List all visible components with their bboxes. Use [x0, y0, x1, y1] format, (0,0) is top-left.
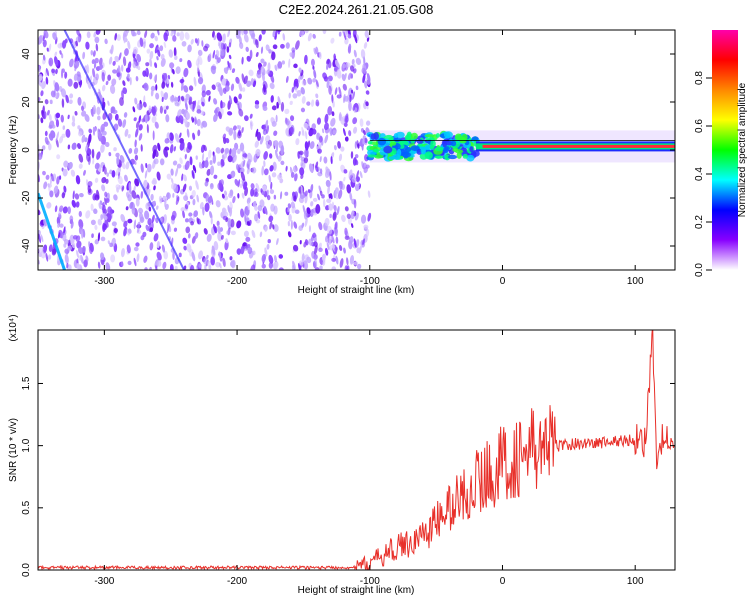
signal-band	[366, 130, 675, 163]
colorbar-tick: 0.0	[694, 263, 712, 277]
x-tick: -300	[94, 330, 115, 587]
colorbar: 0.0 0.2 0.4 0.6 0.8 Normalized spectral ampl…	[694, 30, 748, 277]
y-tick-label: -20	[21, 190, 32, 205]
y-tick: 1.5	[21, 376, 675, 390]
y-tick-label: 40	[21, 48, 32, 60]
y-tick: 40	[21, 48, 675, 60]
spectrogram-heatmap	[38, 30, 675, 270]
y-tick: -20	[21, 190, 675, 205]
colorbar-gradient	[712, 30, 738, 270]
y-tick: 0	[21, 147, 675, 153]
y-tick: 20	[21, 96, 675, 108]
x-tick-label: 0	[500, 576, 506, 587]
colorbar-tick-label: 0.0	[694, 263, 705, 277]
x-tick-label: -300	[94, 276, 114, 287]
spectrogram-y-axis-label: Frequency (Hz)	[8, 116, 19, 185]
spectrogram-y-ticks: -40 -20 0 20 40	[21, 48, 675, 253]
y-tick: 1.0	[21, 438, 675, 453]
noise-speckles	[38, 30, 372, 270]
spectrogram-x-axis-label: Height of straight line (km)	[298, 285, 415, 296]
colorbar-tick-label: 0.8	[694, 71, 705, 85]
colorbar-tick: 0.6	[694, 119, 712, 133]
snr-x-ticks: -300 -200 -100 0 100	[94, 330, 644, 587]
y-tick-label: -40	[21, 238, 32, 253]
y-tick: 0.0	[21, 563, 675, 577]
colorbar-tick-label: 0.4	[694, 167, 705, 181]
y-tick-label: 1.0	[21, 438, 32, 452]
diagonal-streaks	[38, 30, 185, 270]
x-tick-label: 0	[500, 276, 506, 287]
x-tick: 100	[627, 30, 644, 287]
x-tick-label: -100	[360, 576, 380, 587]
snr-plot-area	[38, 330, 675, 570]
colorbar-label: Normalized spectral amplitude	[737, 82, 748, 217]
y-tick-label: 0.0	[21, 563, 32, 577]
y-tick-label: 1.5	[21, 376, 32, 390]
x-tick-label: -300	[94, 576, 114, 587]
y-tick-label: 0.5	[21, 500, 32, 514]
x-tick-label: -100	[360, 276, 380, 287]
x-tick: 0	[500, 30, 506, 287]
colorbar-tick: 0.4	[694, 167, 712, 181]
snr-series-line	[38, 330, 675, 570]
x-tick-label: -200	[227, 276, 247, 287]
snr-y-ticks: 0.0 0.5 1.0 1.5	[21, 376, 675, 577]
snr-x-axis-label: Height of straight line (km)	[298, 585, 415, 596]
x-tick-label: -200	[227, 576, 247, 587]
colorbar-tick: 0.2	[694, 215, 712, 229]
snr-y-multiplier: (x10⁴)	[8, 314, 19, 341]
x-tick: -100	[360, 330, 380, 587]
y-tick-label: 0	[21, 147, 32, 153]
x-tick: -200	[227, 30, 248, 287]
y-tick: -40	[21, 238, 675, 253]
y-tick-label: 20	[21, 96, 32, 108]
snr-frame	[37, 329, 676, 571]
x-tick: -200	[227, 330, 248, 587]
x-tick: 0	[500, 330, 506, 587]
x-tick-label: 100	[627, 276, 644, 287]
spectrogram-x-ticks: -300 -200 -100 0 100	[94, 30, 644, 287]
snr-panel: -300 -200 -100 0 100 0.0 0.5 1.0 1.5 Height of …	[8, 314, 676, 596]
colorbar-tick-label: 0.6	[694, 119, 705, 133]
y-tick: 0.5	[21, 500, 675, 515]
x-tick: -300	[94, 30, 115, 287]
x-tick-label: 100	[627, 576, 644, 587]
colorbar-tick: 0.8	[694, 71, 712, 85]
colorbar-tick-label: 0.2	[694, 215, 705, 229]
x-tick: 100	[627, 330, 644, 587]
x-tick: -100	[360, 30, 380, 287]
colorbar-ticks: 0.0 0.2 0.4 0.6 0.8	[694, 71, 712, 277]
chart-title: C2E2.2024.261.21.05.G08	[279, 2, 434, 17]
snr-y-axis-label: SNR (10 * v/v)	[8, 418, 19, 482]
